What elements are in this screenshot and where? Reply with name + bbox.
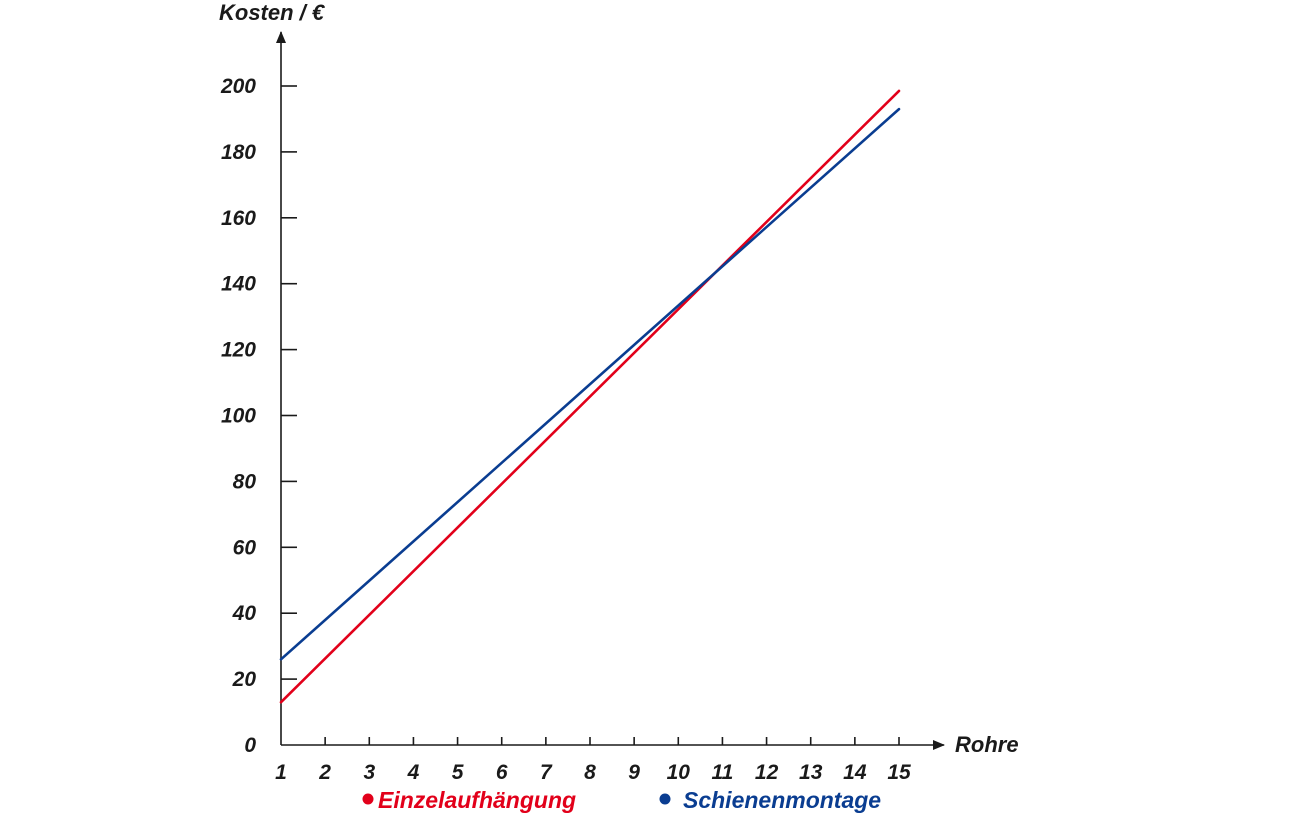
- x-tick-label: 2: [318, 761, 331, 784]
- y-tick-label: 20: [232, 668, 257, 691]
- x-tick-label: 11: [712, 761, 734, 784]
- series-lines: [279, 89, 901, 704]
- legend: Einzelaufhängung Schienenmontage: [362, 787, 881, 813]
- legend-marker: [362, 793, 374, 805]
- x-tick-label: 13: [799, 761, 823, 784]
- x-tick-label: 1: [275, 761, 287, 784]
- x-tick-label: 8: [584, 761, 596, 784]
- y-tick-label: 60: [233, 536, 257, 559]
- x-ticks: 1 2 3 4 5 6 7 8 9 10 11 12 13 14 15: [275, 737, 911, 784]
- y-tick-label: 40: [232, 602, 257, 625]
- legend-item-schienenmontage: Schienenmontage: [659, 787, 881, 813]
- y-tick-label: 160: [221, 207, 256, 230]
- legend-marker: [659, 793, 671, 805]
- x-tick-label: 10: [667, 761, 691, 784]
- x-axis-title: Rohre: [955, 732, 1019, 757]
- y-tick-label: 100: [221, 405, 256, 428]
- y-tick-label: 200: [220, 75, 256, 98]
- series-line: [279, 89, 901, 704]
- legend-item-einzelaufhaengung: Einzelaufhängung: [362, 787, 576, 813]
- y-tick-label: 0: [244, 734, 256, 757]
- y-axis-title: Kosten / €: [219, 0, 326, 25]
- y-tick-label: 120: [221, 339, 256, 362]
- y-tick-label: 180: [221, 141, 256, 164]
- legend-label: Schienenmontage: [683, 787, 881, 813]
- x-tick-label: 5: [452, 761, 464, 784]
- x-tick-label: 3: [363, 761, 375, 784]
- x-tick-label: 9: [628, 761, 640, 784]
- legend-label: Einzelaufhängung: [378, 787, 576, 813]
- x-tick-label: 12: [755, 761, 779, 784]
- x-tick-label: 4: [407, 761, 420, 784]
- y-tick-label: 80: [233, 470, 257, 493]
- y-tick-label: 140: [221, 273, 256, 296]
- x-tick-label: 15: [887, 761, 911, 784]
- x-tick-label: 14: [843, 761, 867, 784]
- x-tick-label: 6: [496, 761, 508, 784]
- series-line: [279, 107, 901, 661]
- x-tick-label: 7: [540, 761, 553, 784]
- y-ticks: 0 20 40 60 80 100 120 140 160 180 200: [220, 75, 297, 757]
